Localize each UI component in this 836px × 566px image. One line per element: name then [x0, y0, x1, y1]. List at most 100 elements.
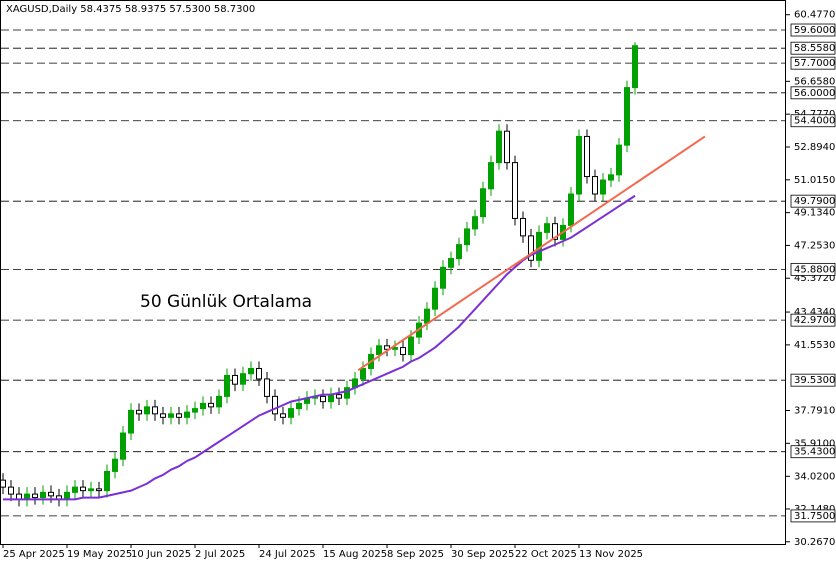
level-box [790, 194, 836, 208]
candle-body [280, 413, 286, 418]
level-box [790, 41, 836, 55]
candle-body [192, 408, 198, 413]
candle-body [272, 395, 278, 415]
y-tick-label: 60.4770 [794, 10, 835, 21]
candle-body [400, 347, 406, 356]
level-label: 49.7900 [794, 196, 835, 207]
candle-body [176, 413, 182, 418]
candle-body [32, 493, 38, 499]
candle-body [72, 486, 78, 493]
candle-body [208, 402, 214, 408]
candle-body [600, 179, 606, 195]
level-label: 35.4300 [794, 447, 835, 458]
candle-body [464, 228, 470, 246]
candle-body [376, 345, 382, 356]
candle-body [440, 266, 446, 289]
level-box [790, 509, 836, 523]
candle-body [112, 458, 118, 472]
candle-body [104, 470, 110, 492]
x-tick-label: 2 Jul 2025 [195, 549, 245, 560]
candle-body [136, 409, 142, 415]
candle-body [512, 162, 518, 219]
plot-frame [0, 0, 786, 545]
candle-body [48, 491, 54, 497]
candle-body [8, 486, 14, 495]
annotation: 50 Günlük Ortalama [140, 292, 312, 312]
candle-body [456, 244, 462, 260]
level-label: 39.5300 [794, 375, 835, 386]
x-tick-label: 19 May 2025 [67, 549, 132, 560]
candle-body [40, 491, 46, 499]
level-box [790, 373, 836, 387]
candle-body [232, 374, 238, 385]
level-label: 54.4000 [794, 116, 835, 127]
candle-body [384, 345, 390, 350]
x-tick-label: 15 Aug 2025 [323, 549, 387, 560]
candle-body [264, 378, 270, 397]
candle-body [616, 144, 622, 176]
candle-body [592, 176, 598, 195]
level-label: 57.7000 [794, 58, 835, 69]
candle-body [128, 409, 134, 434]
candle-body [328, 394, 334, 403]
y-tick-label: 52.8940 [794, 142, 835, 153]
candle-body [296, 402, 302, 410]
level-label: 31.7500 [794, 511, 835, 522]
y-tick-label: 41.5530 [794, 340, 835, 351]
candle-body [160, 413, 166, 418]
candle-body [120, 432, 126, 460]
candle-body [200, 402, 206, 410]
y-tick-label: 37.7910 [794, 406, 835, 417]
candle-body [320, 395, 326, 403]
candle-body [144, 406, 150, 415]
candle-body [480, 188, 486, 218]
candle-body [520, 217, 526, 237]
candle-body [248, 367, 254, 375]
y-tick-label: 43.4340 [794, 307, 835, 318]
candle-body [424, 308, 430, 324]
level-box [790, 23, 836, 37]
candle-body [496, 130, 502, 164]
candle-body [392, 347, 398, 350]
candle-body [576, 135, 582, 195]
candle-body [568, 193, 574, 226]
candle-body [256, 367, 262, 380]
candle-body [88, 488, 94, 492]
level-label: 58.5580 [794, 43, 835, 54]
chart-header: XAGUSD,Daily 58.4375 58.9375 57.5300 58.… [6, 4, 255, 15]
x-tick-label: 13 Nov 2025 [579, 549, 643, 560]
level-box [790, 86, 836, 100]
candle-body [336, 394, 342, 399]
y-tick-label: 34.0200 [794, 471, 835, 482]
level-box [790, 445, 836, 459]
level-box [790, 262, 836, 276]
candle-body [216, 395, 222, 408]
candle-body [448, 258, 454, 268]
candle-body [240, 373, 246, 385]
level-box [790, 313, 836, 327]
candle-body [608, 174, 614, 181]
candle-body [80, 486, 86, 492]
y-tick-label: 51.0150 [794, 175, 835, 186]
y-tick-label: 45.3720 [794, 273, 835, 284]
candle-body [96, 488, 102, 492]
y-tick-label: 49.1340 [794, 208, 835, 219]
candle-body [632, 45, 638, 89]
level-label: 45.8800 [794, 264, 835, 275]
candle-body [0, 479, 6, 488]
candle-body [344, 387, 350, 399]
candle-body [552, 223, 558, 240]
candle-body [408, 336, 414, 356]
level-label: 56.0000 [794, 88, 835, 99]
x-tick-label: 24 Jul 2025 [259, 549, 316, 560]
candle-body [168, 413, 174, 418]
x-tick-label: 25 Apr 2025 [3, 549, 65, 560]
candle-body [152, 406, 158, 415]
level-label: 42.9700 [794, 315, 835, 326]
candle-body [64, 491, 70, 500]
candle-body [504, 130, 510, 164]
candle-body [528, 235, 534, 261]
x-tick-label: 10 Jun 2025 [131, 549, 191, 560]
y-tick-label: 30.2670 [794, 537, 835, 548]
